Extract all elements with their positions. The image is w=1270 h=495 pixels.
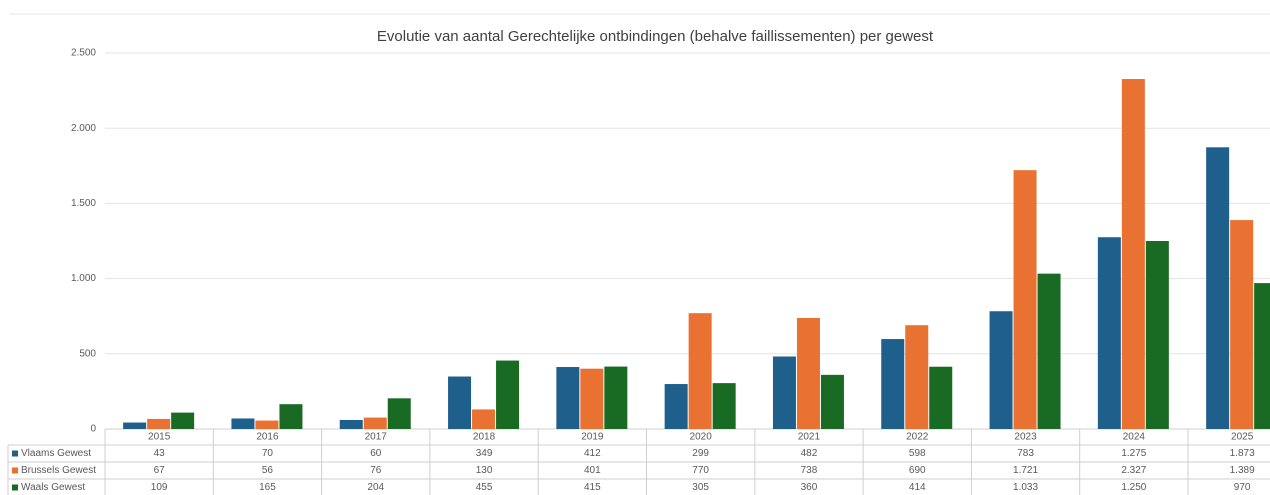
bar xyxy=(556,367,580,429)
x-tick-label: 2024 xyxy=(1123,432,1146,443)
bar xyxy=(363,417,387,429)
table-value: 60 xyxy=(370,448,382,459)
table-value: 299 xyxy=(692,448,709,459)
table-value: 130 xyxy=(476,465,493,476)
table-value: 1.033 xyxy=(1013,482,1038,493)
table-value: 305 xyxy=(692,482,709,493)
table-value: 1.250 xyxy=(1121,482,1146,493)
table-value: 412 xyxy=(584,448,601,459)
y-tick-label: 2.000 xyxy=(71,123,96,134)
bar xyxy=(664,384,688,429)
legend-label: Vlaams Gewest xyxy=(21,448,91,459)
bar xyxy=(387,398,411,429)
legend-swatch xyxy=(12,450,18,457)
table-value: 401 xyxy=(584,465,601,476)
table-value: 414 xyxy=(909,482,926,493)
table-value: 783 xyxy=(1017,448,1034,459)
y-tick-label: 0 xyxy=(90,424,96,435)
bar xyxy=(1206,147,1230,430)
table-value: 1.873 xyxy=(1230,448,1255,459)
table-value: 455 xyxy=(476,482,493,493)
table-value: 970 xyxy=(1234,482,1251,493)
bar xyxy=(279,404,303,429)
table-value: 109 xyxy=(151,482,168,493)
bar xyxy=(1230,220,1254,429)
y-tick-label: 1.000 xyxy=(71,273,96,284)
table-value: 482 xyxy=(801,448,818,459)
bar xyxy=(929,366,953,429)
table-value: 1.275 xyxy=(1121,448,1146,459)
table-value: 415 xyxy=(584,482,601,493)
bar xyxy=(255,420,279,429)
bar xyxy=(772,356,796,429)
bar xyxy=(472,409,496,429)
table-value: 76 xyxy=(370,465,382,476)
table-value: 43 xyxy=(154,448,166,459)
bar xyxy=(123,422,147,429)
chart-title: Evolutie van aantal Gerechtelijke ontbin… xyxy=(377,28,934,45)
x-tick-label: 2018 xyxy=(473,432,496,443)
legend-swatch xyxy=(12,467,18,474)
table-value: 56 xyxy=(262,465,274,476)
bar xyxy=(231,418,255,429)
bar xyxy=(1145,241,1169,429)
x-tick-label: 2021 xyxy=(798,432,821,443)
bar xyxy=(712,383,736,429)
bar xyxy=(905,325,929,429)
legend-label: Waals Gewest xyxy=(21,482,85,493)
bar xyxy=(339,419,363,429)
bar xyxy=(448,376,472,429)
table-value: 770 xyxy=(692,465,709,476)
bar xyxy=(796,318,820,429)
table-value: 598 xyxy=(909,448,926,459)
bar xyxy=(1097,237,1121,429)
x-tick-label: 2023 xyxy=(1014,432,1037,443)
bar xyxy=(580,368,604,429)
table-value: 204 xyxy=(367,482,384,493)
table-value: 349 xyxy=(476,448,493,459)
x-tick-label: 2017 xyxy=(365,432,388,443)
table-value: 360 xyxy=(801,482,818,493)
x-tick-label: 2025 xyxy=(1231,432,1254,443)
bar xyxy=(881,339,905,429)
bar xyxy=(604,366,628,429)
table-value: 690 xyxy=(909,465,926,476)
bar xyxy=(171,412,195,429)
table-value: 738 xyxy=(801,465,818,476)
bar xyxy=(147,418,171,429)
table-value: 67 xyxy=(154,465,166,476)
table-value: 2.327 xyxy=(1121,465,1146,476)
x-tick-label: 2022 xyxy=(906,432,929,443)
table-value: 165 xyxy=(259,482,276,493)
bar xyxy=(820,374,844,429)
table-value: 70 xyxy=(262,448,274,459)
bar xyxy=(688,313,712,429)
x-tick-label: 2019 xyxy=(581,432,604,443)
y-tick-label: 1.500 xyxy=(71,198,96,209)
legend-label: Brussels Gewest xyxy=(21,465,96,476)
bar xyxy=(496,360,520,429)
table-value: 1.721 xyxy=(1013,465,1038,476)
x-tick-label: 2015 xyxy=(148,432,171,443)
bar xyxy=(1254,283,1270,429)
x-tick-label: 2016 xyxy=(256,432,279,443)
bar xyxy=(1037,273,1061,429)
y-tick-label: 2.500 xyxy=(71,48,96,59)
bar xyxy=(1013,170,1037,429)
bar xyxy=(989,311,1013,429)
table-value: 1.389 xyxy=(1230,465,1255,476)
x-tick-label: 2020 xyxy=(690,432,713,443)
bar xyxy=(1121,79,1145,430)
y-tick-label: 500 xyxy=(79,348,96,359)
legend-swatch xyxy=(12,484,18,491)
